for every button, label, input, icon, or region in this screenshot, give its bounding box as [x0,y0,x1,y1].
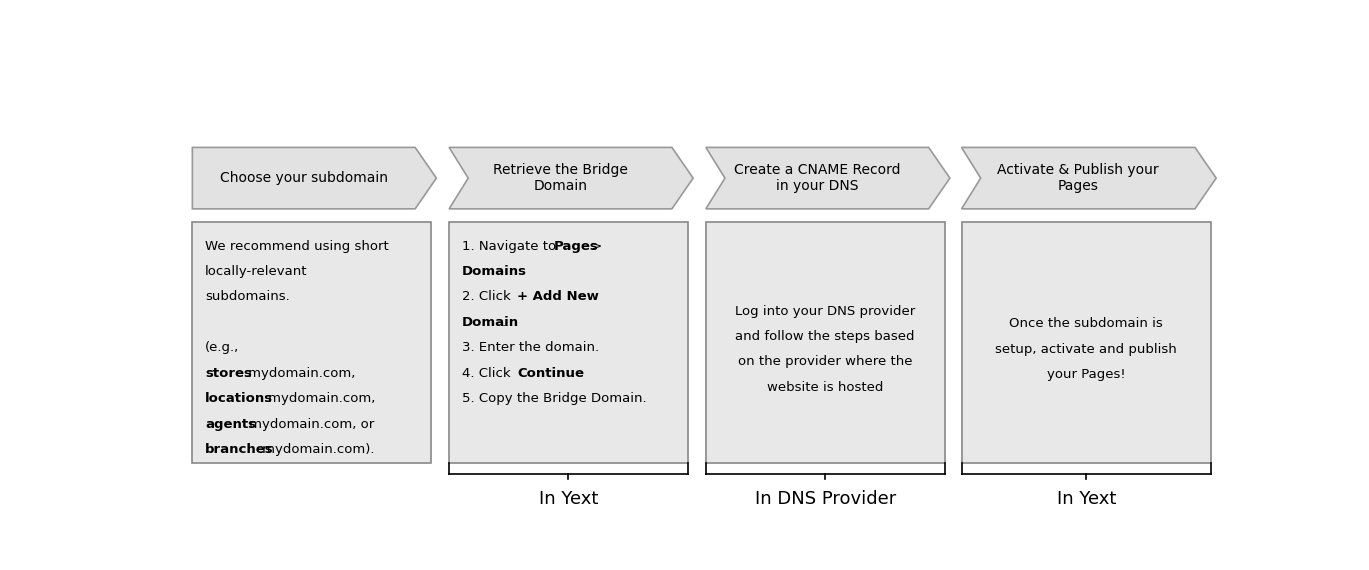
Text: 4. Click: 4. Click [461,367,515,380]
Text: website is hosted: website is hosted [767,381,883,394]
Text: Domains: Domains [461,265,527,278]
Text: subdomains.: subdomains. [205,291,290,303]
Text: In Yext: In Yext [1057,490,1116,508]
Text: .: . [501,316,505,329]
Text: 1. Navigate to: 1. Navigate to [461,239,560,253]
Text: + Add New: + Add New [517,291,598,303]
Text: setup, activate and publish: setup, activate and publish [995,343,1177,356]
Text: In Yext: In Yext [539,490,598,508]
FancyBboxPatch shape [192,222,431,463]
FancyBboxPatch shape [961,222,1212,463]
Text: agents: agents [205,418,256,431]
Text: Activate & Publish your
Pages: Activate & Publish your Pages [998,163,1160,193]
Text: .: . [508,265,512,278]
Text: (e.g.,: (e.g., [205,341,240,355]
Text: We recommend using short: We recommend using short [205,239,389,253]
Text: 3. Enter the domain.: 3. Enter the domain. [461,341,600,355]
Text: Retrieve the Bridge
Domain: Retrieve the Bridge Domain [493,163,628,193]
Text: .mydomain.com,: .mydomain.com, [264,392,376,405]
Text: In DNS Provider: In DNS Provider [754,490,895,508]
Text: .mydomain.com,: .mydomain.com, [245,367,356,380]
Polygon shape [706,148,950,209]
Text: and follow the steps based: and follow the steps based [735,330,914,343]
Polygon shape [449,148,693,209]
Text: Once the subdomain is: Once the subdomain is [1009,317,1164,330]
Text: stores: stores [205,367,252,380]
Text: your Pages!: your Pages! [1047,368,1125,381]
Text: .mydomain.com).: .mydomain.com). [259,443,375,456]
Text: .: . [571,367,575,380]
Text: locally-relevant: locally-relevant [205,265,308,278]
Text: .mydomain.com, or: .mydomain.com, or [245,418,374,431]
Polygon shape [192,148,437,209]
Text: Choose your subdomain: Choose your subdomain [220,171,387,185]
Text: Domain: Domain [461,316,519,329]
Text: Pages: Pages [554,239,598,253]
FancyBboxPatch shape [706,222,945,463]
FancyBboxPatch shape [449,222,687,463]
Text: branches: branches [205,443,274,456]
Text: 2. Click: 2. Click [461,291,515,303]
Text: locations: locations [205,392,274,405]
Text: 5. Copy the Bridge Domain.: 5. Copy the Bridge Domain. [461,392,646,405]
Text: on the provider where the: on the provider where the [738,356,913,368]
Text: Continue: Continue [517,367,585,380]
Text: Create a CNAME Record
in your DNS: Create a CNAME Record in your DNS [734,163,901,193]
Text: >: > [587,239,602,253]
Polygon shape [961,148,1216,209]
Text: Log into your DNS provider: Log into your DNS provider [735,304,916,317]
